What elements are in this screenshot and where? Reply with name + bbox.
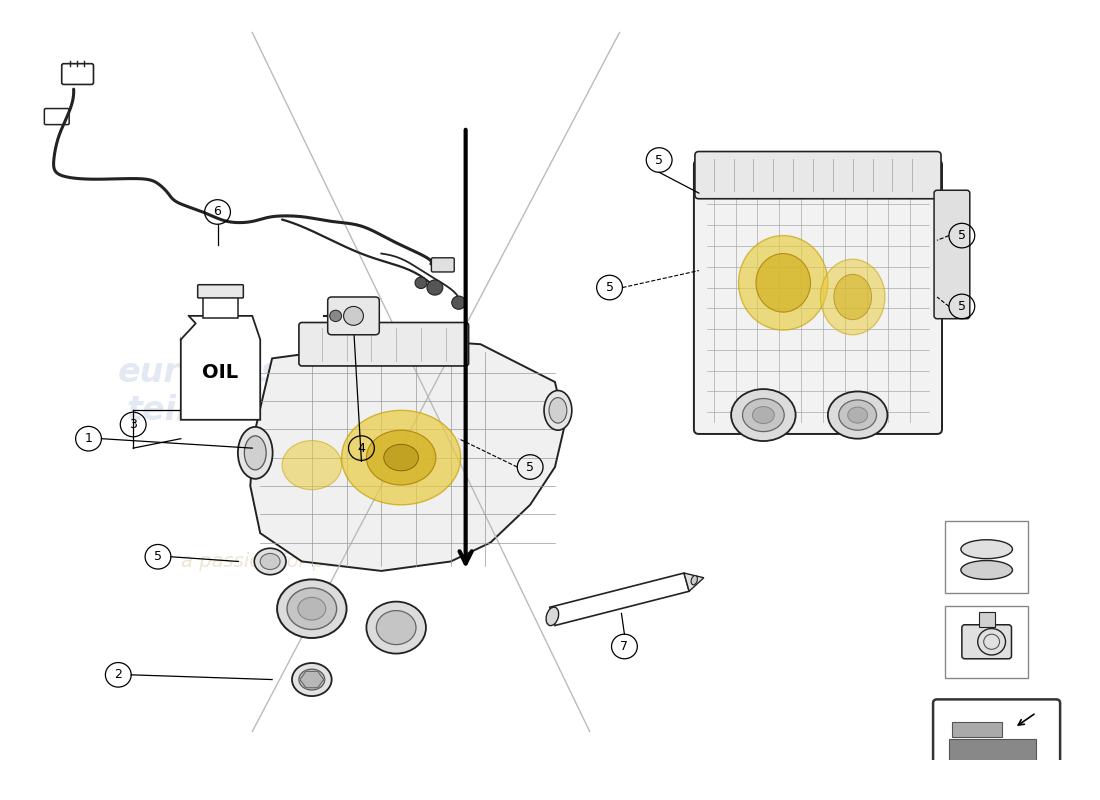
Text: 507 01: 507 01	[968, 787, 1025, 800]
Ellipse shape	[544, 390, 572, 430]
FancyBboxPatch shape	[695, 151, 940, 198]
FancyBboxPatch shape	[328, 297, 380, 334]
Ellipse shape	[742, 398, 784, 431]
Ellipse shape	[839, 400, 877, 430]
Circle shape	[415, 277, 427, 289]
Bar	[979, 611, 994, 626]
Ellipse shape	[848, 407, 868, 423]
Ellipse shape	[277, 579, 346, 638]
Ellipse shape	[287, 588, 337, 630]
FancyBboxPatch shape	[933, 770, 1060, 800]
Ellipse shape	[691, 575, 697, 585]
Circle shape	[452, 296, 465, 310]
Ellipse shape	[752, 406, 774, 423]
Ellipse shape	[376, 610, 416, 645]
Text: 5: 5	[958, 300, 966, 313]
Ellipse shape	[254, 548, 286, 574]
Text: 4: 4	[358, 442, 365, 454]
Text: europäische
teilehandel: europäische teilehandel	[118, 356, 348, 427]
Polygon shape	[300, 671, 323, 688]
Polygon shape	[684, 573, 704, 591]
Text: 5: 5	[605, 281, 614, 294]
Text: a passion for parts: a passion for parts	[182, 552, 363, 571]
FancyBboxPatch shape	[961, 625, 1012, 658]
FancyBboxPatch shape	[431, 258, 454, 272]
Text: OIL: OIL	[202, 363, 239, 382]
Polygon shape	[952, 722, 1002, 737]
Ellipse shape	[738, 235, 828, 330]
Ellipse shape	[756, 254, 811, 312]
Ellipse shape	[282, 441, 342, 490]
Polygon shape	[180, 316, 196, 339]
Text: 7: 7	[620, 640, 628, 653]
Ellipse shape	[366, 430, 436, 485]
Circle shape	[427, 280, 443, 295]
Polygon shape	[180, 316, 261, 420]
Text: 2: 2	[114, 668, 122, 682]
Polygon shape	[251, 339, 565, 571]
Ellipse shape	[238, 427, 273, 479]
Ellipse shape	[261, 554, 280, 570]
FancyBboxPatch shape	[949, 739, 1036, 762]
Ellipse shape	[244, 436, 266, 470]
FancyBboxPatch shape	[694, 160, 942, 434]
Ellipse shape	[821, 259, 884, 334]
Text: 6: 6	[213, 206, 221, 218]
Ellipse shape	[342, 410, 461, 505]
Ellipse shape	[384, 444, 418, 470]
Ellipse shape	[299, 669, 324, 690]
Circle shape	[343, 306, 363, 326]
Ellipse shape	[546, 607, 559, 626]
Ellipse shape	[828, 391, 888, 438]
Text: 3: 3	[129, 418, 138, 431]
Ellipse shape	[549, 398, 566, 423]
Bar	[945, 606, 1028, 678]
Ellipse shape	[834, 274, 871, 320]
Circle shape	[330, 310, 342, 322]
Text: 5: 5	[958, 229, 966, 242]
FancyBboxPatch shape	[934, 190, 970, 318]
FancyBboxPatch shape	[198, 285, 243, 298]
FancyBboxPatch shape	[44, 109, 69, 125]
FancyBboxPatch shape	[299, 322, 469, 366]
Ellipse shape	[292, 663, 332, 696]
FancyBboxPatch shape	[62, 64, 94, 85]
Text: 5: 5	[154, 550, 162, 563]
Ellipse shape	[366, 602, 426, 654]
Text: 5: 5	[526, 461, 535, 474]
Ellipse shape	[732, 389, 795, 441]
FancyBboxPatch shape	[933, 699, 1060, 800]
Bar	[945, 521, 1028, 593]
Ellipse shape	[298, 598, 326, 620]
Text: 5: 5	[656, 154, 663, 166]
Text: 1: 1	[85, 432, 92, 445]
Ellipse shape	[961, 540, 1012, 558]
Polygon shape	[550, 573, 689, 626]
Ellipse shape	[961, 561, 1012, 579]
Bar	[937, 773, 1056, 800]
Bar	[202, 295, 239, 318]
